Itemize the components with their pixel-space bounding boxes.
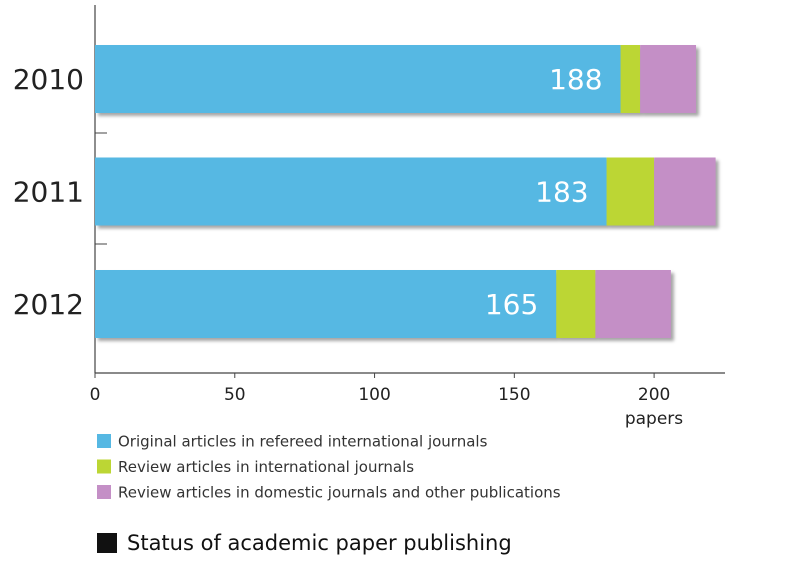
data-label: 165 bbox=[485, 288, 538, 321]
legend-label: Review articles in domestic journals and… bbox=[118, 484, 561, 502]
data-label: 183 bbox=[535, 176, 588, 209]
bar-segment bbox=[606, 157, 655, 226]
bar-segment bbox=[95, 45, 621, 113]
bar-segment bbox=[95, 270, 557, 338]
bar-segment bbox=[595, 270, 671, 338]
x-axis-label: papers bbox=[625, 409, 683, 429]
bar-segment bbox=[620, 45, 641, 113]
bar-segment bbox=[640, 45, 697, 113]
chart-title: Status of academic paper publishing bbox=[127, 531, 512, 555]
data-label: 188 bbox=[549, 63, 602, 96]
x-tick-label: 100 bbox=[358, 385, 390, 405]
x-tick-label: 200 bbox=[638, 385, 670, 405]
legend-swatch bbox=[97, 434, 111, 448]
bar-segment bbox=[654, 157, 716, 226]
legend-label: Review articles in international journal… bbox=[118, 458, 414, 476]
y-tick-label: 2012 bbox=[13, 288, 84, 321]
legend-label: Original articles in refereed internatio… bbox=[118, 433, 488, 451]
bars bbox=[95, 45, 716, 338]
bar-segment bbox=[556, 270, 596, 338]
title-marker bbox=[97, 533, 117, 553]
bar-segment bbox=[95, 157, 607, 226]
legend-swatch bbox=[97, 485, 111, 499]
x-tick-label: 50 bbox=[224, 385, 246, 405]
x-tick-label: 0 bbox=[90, 385, 101, 405]
legend-swatch bbox=[97, 459, 111, 474]
y-tick-label: 2010 bbox=[13, 63, 84, 96]
y-tick-label: 2011 bbox=[13, 176, 84, 209]
x-tick-label: 150 bbox=[498, 385, 530, 405]
